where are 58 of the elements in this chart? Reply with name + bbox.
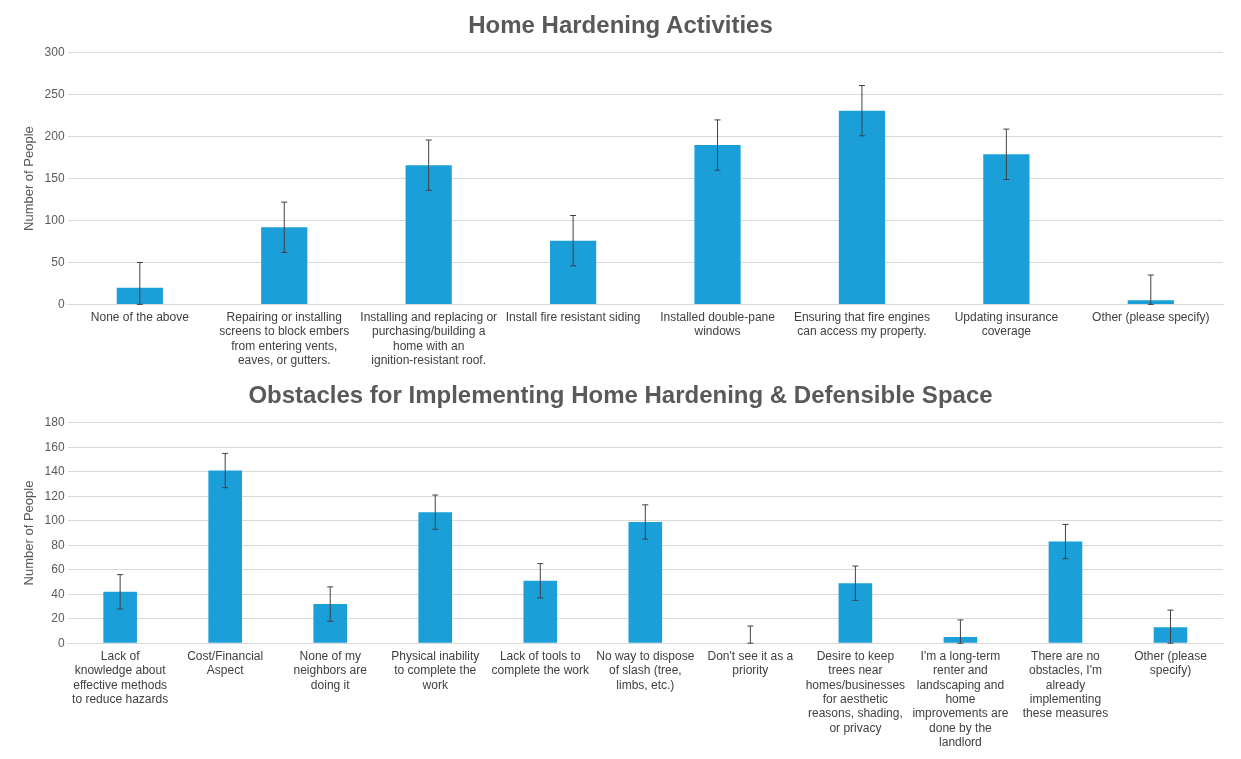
x-tick-label: Desire to keep trees near homes/businesses for aesthetic reasons, shading, or privacy [805, 648, 906, 735]
bar [261, 227, 308, 304]
x-tick-label: I'm a long-term renter and landscaping and home improvements are done by the landlord [912, 648, 1009, 750]
chart-title: Home Hardening Activities [468, 11, 773, 39]
bar [405, 165, 452, 304]
bar [1048, 541, 1083, 643]
y-tick-label: 80 [51, 537, 65, 552]
x-tick-label: Lack of knowledge about effective methods to reduce hazards [72, 648, 169, 706]
bar [1153, 627, 1188, 643]
y-tick-label: 140 [44, 464, 65, 479]
bar [208, 470, 242, 643]
x-tick-label: Cost/Financial Aspect [187, 648, 264, 678]
y-tick-label: 50 [51, 254, 65, 269]
y-tick-label: 120 [44, 488, 65, 503]
bar [549, 240, 597, 304]
x-tick-label: Installing and replacing or purchasing/building a home with an ignition-resistant roof. [360, 309, 498, 368]
bar [116, 287, 163, 304]
bar [103, 591, 137, 643]
y-axis-title: Number of People [21, 480, 37, 586]
y-axis-title: Number of People [21, 126, 37, 231]
x-tick-label: There are no obstacles, I'm already implementing these measures [1022, 648, 1109, 721]
chart-title: Obstacles for Implementing Home Hardening & Defensible Space [248, 381, 993, 409]
x-tick-label: None of the above [90, 309, 190, 324]
x-tick-label: None of my neighbors are doing it [293, 648, 368, 692]
x-tick-label: Physical inability to complete the work [391, 648, 480, 692]
y-tick-label: 40 [51, 586, 65, 601]
x-tick-label: Other (please specify) [1092, 309, 1210, 324]
x-tick-label: Repairing or installing screens to block embers from entering vents, eaves, or gutters. [219, 309, 350, 368]
y-tick-label: 300 [44, 45, 65, 60]
x-tick-label: Updating insurance coverage [954, 309, 1059, 339]
y-tick-label: 60 [51, 562, 65, 577]
y-tick-label: 100 [44, 212, 65, 227]
x-tick-label: Installed double-pane windows [660, 309, 776, 339]
x-tick-label: Ensuring that fire engines can access my property. [793, 309, 930, 339]
x-tick-label: Install fire resistant siding [505, 309, 641, 324]
bar [1127, 300, 1174, 304]
y-tick-label: 150 [44, 170, 65, 185]
y-tick-label: 0 [57, 635, 65, 650]
bar [983, 154, 1030, 304]
bar [628, 521, 663, 643]
x-tick-label: No way to dispose of slash (tree, limbs, etc.) [596, 648, 695, 692]
y-tick-label: 0 [57, 296, 65, 311]
bar [418, 512, 453, 643]
y-tick-label: 180 [44, 415, 65, 430]
x-tick-label: Don't see it as a priority [707, 648, 794, 678]
y-tick-label: 200 [44, 128, 65, 143]
bar [943, 637, 978, 643]
y-tick-label: 100 [44, 513, 65, 528]
y-tick-label: 160 [44, 439, 65, 454]
bar [694, 145, 741, 304]
bar [523, 580, 558, 643]
bar [313, 604, 348, 643]
x-tick-label: Other (please specify) [1134, 648, 1208, 678]
x-tick-label: Lack of tools to complete the work [491, 648, 590, 678]
bar [838, 110, 886, 304]
y-tick-label: 250 [44, 87, 65, 102]
bar [838, 583, 873, 643]
y-tick-label: 20 [51, 611, 65, 626]
